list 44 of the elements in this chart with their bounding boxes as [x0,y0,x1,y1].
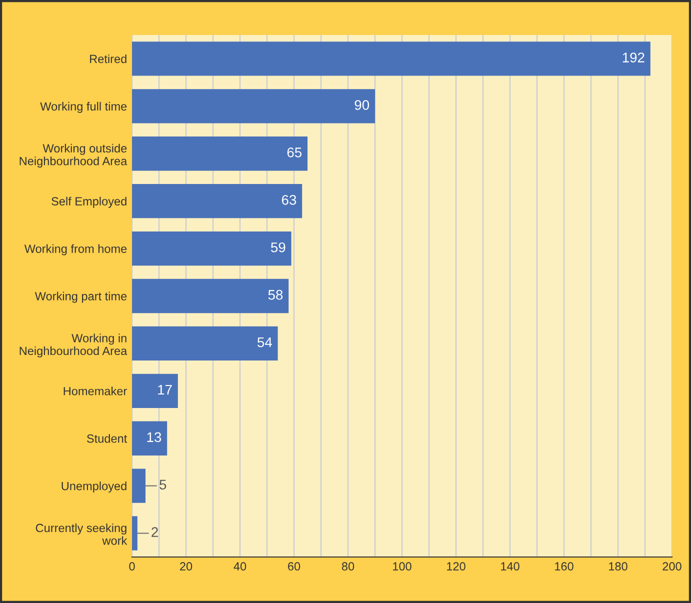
x-tick-label: 100 [393,562,412,571]
bar [132,42,650,76]
y-tick-label: Working from home [24,244,127,256]
data-label: 65 [287,148,302,158]
y-tick-label: Currently seeking work [36,523,128,545]
y-tick-label: Student [86,434,128,443]
bar [132,374,178,408]
x-tick-label: 180 [609,562,628,571]
y-tick-label: Working outside Neighbourhood Area [20,144,128,168]
bar [132,326,278,361]
bar [132,468,146,503]
bar [132,136,308,171]
x-tick-label: 120 [447,562,466,571]
x-tick-label: 140 [501,562,520,571]
bar [132,231,292,266]
data-label: 5 [160,480,166,490]
bar [132,278,289,314]
y-tick-label: Self Employed [52,196,126,208]
x-tick-label: 60 [288,562,300,571]
data-label: 59 [271,242,286,252]
x-tick-label: 160 [555,562,574,571]
y-tick-label: Unemployed [62,482,126,493]
x-tick-label: 200 [662,562,682,571]
x-tick-label: 40 [234,562,246,571]
bar [132,89,375,124]
data-label: 2 [152,527,158,537]
data-label: 63 [282,194,296,205]
y-tick-label: Homemaker [64,386,127,396]
data-label: 90 [354,100,370,110]
x-tick-label: 0 [129,562,135,571]
bar [132,184,302,218]
data-label: 17 [158,384,172,394]
data-label: 54 [258,337,272,348]
bar [132,516,138,550]
x-tick-label: 20 [180,562,192,571]
data-label: 13 [147,432,162,442]
x-tick-label: 80 [342,562,354,571]
y-tick-label: Working part time [34,292,127,303]
bar [132,421,168,456]
data-label: 192 [622,52,644,62]
y-tick-label: Working full time [40,102,127,113]
data-label: 58 [268,290,283,300]
y-tick-label: Working in Neighbourhood Area [20,334,128,358]
y-tick-label: Retired [90,54,126,64]
